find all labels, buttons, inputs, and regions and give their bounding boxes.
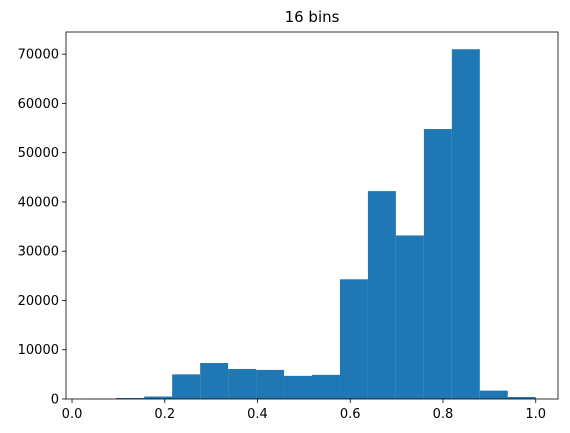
bar (451, 49, 480, 400)
y-tick-label: 20000 (18, 294, 59, 309)
bar (116, 398, 145, 399)
bar (172, 374, 201, 399)
bar (284, 375, 312, 399)
bar (423, 129, 452, 399)
chart-title: 16 bins (285, 8, 340, 26)
y-tick-label: 60000 (18, 97, 59, 112)
bar (479, 390, 508, 399)
bar (312, 374, 340, 399)
x-tick-label: 0.6 (340, 407, 361, 422)
bar (367, 191, 396, 399)
y-tick-label: 40000 (18, 195, 59, 210)
bar (507, 397, 536, 399)
bar (228, 368, 257, 399)
bar (395, 235, 424, 399)
plot-frame (65, 31, 559, 400)
bar (256, 369, 285, 399)
bar (144, 396, 173, 399)
y-tick-label: 0 (51, 393, 59, 408)
x-tick-label: 1.0 (525, 407, 546, 422)
x-tick-label: 0.4 (247, 407, 268, 422)
x-tick-label: 0.8 (433, 407, 454, 422)
bar (339, 279, 368, 399)
y-tick-label: 50000 (18, 146, 59, 161)
y-tick-label: 10000 (18, 343, 59, 358)
bar (200, 363, 229, 399)
x-tick-label: 0.2 (154, 407, 175, 422)
y-tick-label: 70000 (18, 48, 59, 63)
x-tick-label: 0.0 (62, 407, 83, 422)
y-tick-label: 30000 (18, 245, 59, 260)
